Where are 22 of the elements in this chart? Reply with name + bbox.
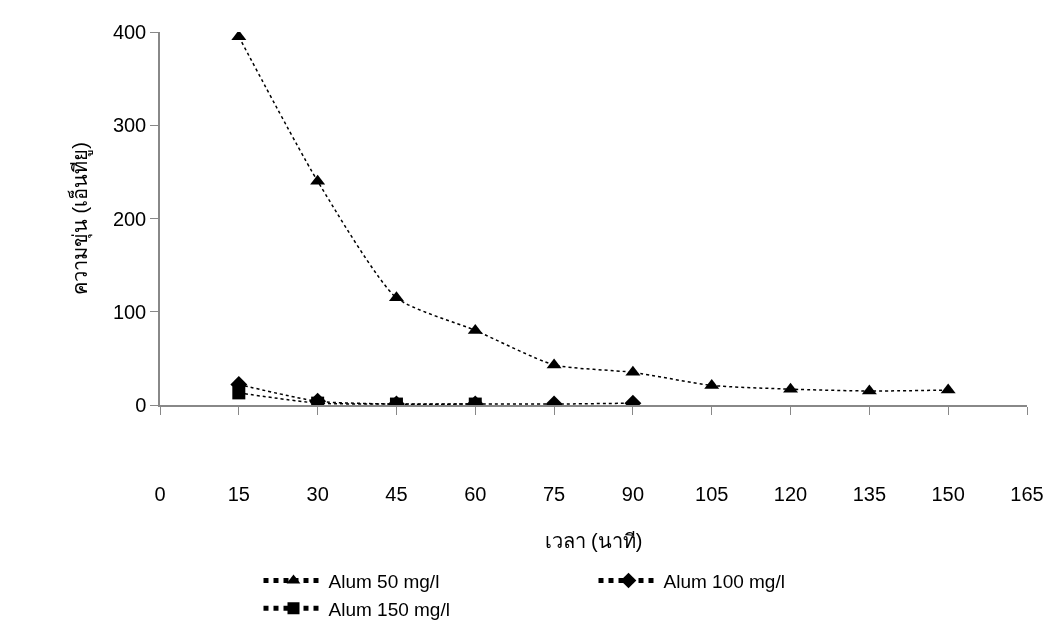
legend-label: Alum 50 mg/l: [328, 570, 440, 592]
x-tick-label: 60: [464, 482, 487, 505]
x-tick-label: 0: [154, 482, 166, 505]
x-tick-label: 105: [695, 482, 729, 505]
x-tick-label: 120: [773, 482, 808, 505]
x-tick-label: 165: [1010, 482, 1044, 505]
x-tick-label: 150: [931, 482, 965, 505]
legend-label: Alum 100 mg/l: [663, 570, 785, 592]
y-tick-label: 0: [135, 394, 147, 416]
y-tick-label: 100: [112, 300, 147, 323]
y-axis-title: ความขุ่น (เอ็นทียู): [66, 142, 93, 295]
x-tick-label: 135: [852, 482, 887, 505]
y-tick-label: 300: [112, 114, 147, 137]
x-tick-label: 15: [227, 482, 250, 505]
y-tick-label: 200: [112, 207, 147, 230]
x-tick-label: 75: [542, 482, 566, 505]
legend-label: Alum 150 mg/l: [328, 598, 450, 620]
x-axis-title: เวลา (นาที): [544, 529, 643, 552]
x-tick-label: 30: [306, 482, 329, 505]
x-tick-label: 45: [385, 482, 408, 505]
y-tick-label: 400: [112, 21, 147, 43]
x-tick-label: 90: [621, 482, 645, 505]
